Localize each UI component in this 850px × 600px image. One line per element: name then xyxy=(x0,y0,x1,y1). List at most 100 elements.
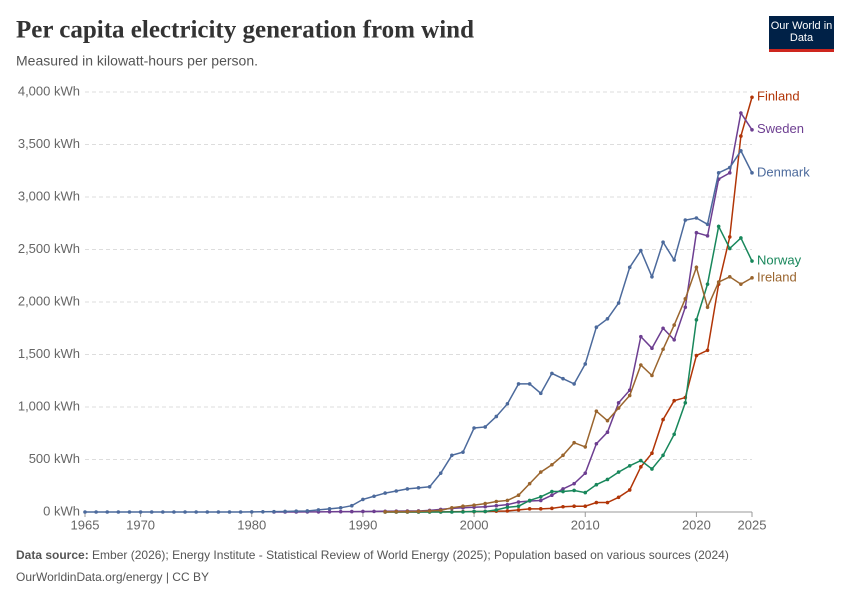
data-point xyxy=(516,382,521,386)
series-label: Denmark xyxy=(757,164,810,179)
data-point xyxy=(672,338,676,342)
y-tick-label: 1,000 kWh xyxy=(18,398,80,413)
data-point xyxy=(538,391,543,396)
data-point xyxy=(238,510,243,514)
data-point xyxy=(694,265,699,270)
data-point xyxy=(327,509,332,514)
data-point xyxy=(661,453,665,458)
data-point xyxy=(505,509,510,513)
data-point xyxy=(149,510,154,514)
data-point xyxy=(138,510,143,514)
data-point xyxy=(361,509,365,514)
data-point xyxy=(550,506,554,511)
data-point xyxy=(472,509,476,514)
data-point xyxy=(294,509,299,513)
data-point xyxy=(383,509,387,514)
data-point xyxy=(450,506,454,510)
data-point xyxy=(494,503,499,508)
data-point xyxy=(161,510,165,514)
data-point xyxy=(83,510,87,514)
data-point xyxy=(727,235,732,239)
data-point xyxy=(639,458,643,463)
data-point xyxy=(105,510,110,514)
data-point xyxy=(650,275,654,279)
data-point xyxy=(516,504,521,509)
data-point xyxy=(594,325,599,330)
data-point xyxy=(727,246,732,251)
data-point xyxy=(527,498,532,503)
data-point xyxy=(572,382,576,386)
data-point xyxy=(672,258,676,262)
y-tick-label: 3,500 kWh xyxy=(18,136,80,151)
x-tick-label: 1980 xyxy=(237,517,266,532)
data-point xyxy=(705,282,710,286)
logo-box xyxy=(769,16,834,52)
data-point xyxy=(483,504,488,509)
data-point xyxy=(127,510,132,514)
data-point xyxy=(372,509,376,514)
data-point xyxy=(561,376,565,381)
data-point xyxy=(616,301,621,305)
logo-bar xyxy=(769,49,834,52)
data-point xyxy=(350,509,354,514)
data-point xyxy=(527,507,532,511)
data-point xyxy=(94,510,98,514)
data-point xyxy=(361,497,365,502)
data-point xyxy=(227,510,232,514)
data-point xyxy=(450,510,454,514)
data-point xyxy=(516,500,521,504)
series-label: Finland xyxy=(757,89,800,104)
data-point xyxy=(283,509,287,514)
data-point xyxy=(405,487,410,491)
data-point xyxy=(627,265,632,270)
data-point xyxy=(572,488,576,493)
data-point xyxy=(750,259,754,263)
data-point xyxy=(705,305,710,310)
data-point xyxy=(594,500,599,505)
data-point xyxy=(594,409,599,414)
data-point xyxy=(538,498,543,503)
data-point xyxy=(427,485,432,489)
data-point xyxy=(561,453,565,458)
data-point xyxy=(494,499,499,504)
data-point xyxy=(194,510,198,514)
data-point xyxy=(694,230,699,235)
x-tick-label: 1965 xyxy=(71,517,100,532)
data-point xyxy=(216,510,221,514)
source-label: Data source: xyxy=(16,548,89,562)
data-point xyxy=(516,493,521,498)
data-point xyxy=(650,451,654,456)
data-point xyxy=(739,134,743,138)
data-point xyxy=(716,280,721,284)
x-tick-label: 2010 xyxy=(571,517,600,532)
data-point xyxy=(538,507,543,511)
data-point xyxy=(416,509,421,514)
data-point xyxy=(583,445,588,449)
data-point xyxy=(550,493,554,498)
data-point xyxy=(650,467,654,471)
data-point xyxy=(272,509,276,514)
data-point xyxy=(338,506,343,510)
data-point xyxy=(338,509,343,514)
data-point xyxy=(672,432,676,437)
series-label: Norway xyxy=(757,252,802,267)
data-point xyxy=(438,471,443,475)
data-point xyxy=(583,471,588,475)
data-point xyxy=(639,248,643,253)
data-point xyxy=(505,502,510,507)
data-point xyxy=(561,487,565,491)
data-point xyxy=(594,482,599,487)
data-point xyxy=(683,401,688,405)
data-point xyxy=(550,371,554,376)
series-label: Sweden xyxy=(757,121,804,136)
data-point xyxy=(305,509,310,513)
data-point xyxy=(538,494,543,499)
data-point xyxy=(205,510,210,514)
chart-title: Per capita electricity generation from w… xyxy=(16,17,474,44)
data-point xyxy=(739,236,743,240)
data-point xyxy=(683,218,688,222)
footer: OurWorldinData.org/energy | CC BY xyxy=(16,570,209,584)
data-point xyxy=(694,318,699,322)
data-point xyxy=(661,326,665,331)
